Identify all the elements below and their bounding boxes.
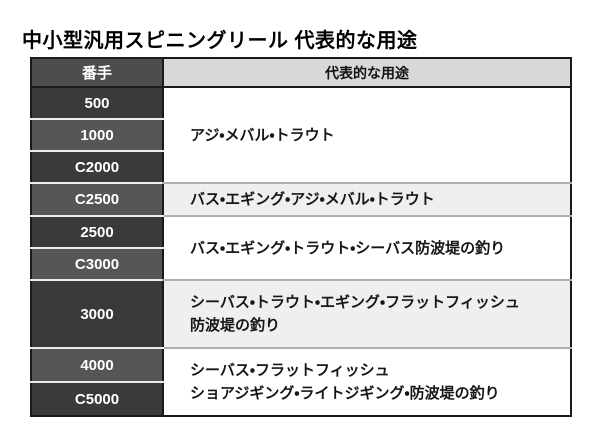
table-row: 2500 バス・エギング・トラウト・シーバス防波堤の釣り xyxy=(31,216,571,281)
usage-line: シーバス・トラウト・エギング・フラットフィッシュ xyxy=(190,294,520,311)
table-row: 3000 シーバス・トラウト・エギング・フラットフィッシュ 防波堤の釣り xyxy=(31,280,571,349)
table-row: 1000 xyxy=(31,119,571,152)
usage-column-header: 代表的な用途 xyxy=(163,58,571,88)
size-cell: C5000 xyxy=(31,382,164,416)
table-row: C2000 xyxy=(31,151,571,184)
usage-cell: シーバス・フラットフィッシュ ショアジギング・ライトジギング・防波堤の釣り xyxy=(163,348,571,416)
usage-cell: バス・エギング・トラウト・シーバス防波堤の釣り xyxy=(163,216,571,281)
page-title: 中小型汎用スピニングリール 代表的な用途 xyxy=(22,30,418,52)
table-row: C3000 xyxy=(31,248,571,281)
size-cell: 3000 xyxy=(31,280,164,349)
table-row: 500 アジ・メバル・トラウト xyxy=(31,87,571,184)
usage-line: ショアジギング・ライトジギング・防波堤の釣り xyxy=(190,385,500,402)
table-row: C5000 xyxy=(31,382,571,416)
size-column-header: 番手 xyxy=(31,58,164,88)
table-row: 4000 シーバス・フラットフィッシュ ショアジギング・ライトジギング・防波堤の… xyxy=(31,348,571,416)
size-cell: 4000 xyxy=(31,348,164,383)
size-cell: C3000 xyxy=(31,248,164,281)
usage-cell: バス・エギング・アジ・メバル・トラウト xyxy=(163,183,571,217)
size-cell: C2000 xyxy=(31,151,164,184)
size-cell: 2500 xyxy=(31,216,164,249)
size-cell: 1000 xyxy=(31,119,164,152)
usage-cell: シーバス・トラウト・エギング・フラットフィッシュ 防波堤の釣り xyxy=(163,280,571,349)
table-header-row: 番手 代表的な用途 xyxy=(31,58,571,88)
usage-line: シーバス・フラットフィッシュ xyxy=(190,362,390,379)
usage-line: 防波堤の釣り xyxy=(190,317,281,334)
usage-cell: アジ・メバル・トラウト xyxy=(163,87,571,184)
table-row: C2500 バス・エギング・アジ・メバル・トラウト xyxy=(31,183,571,217)
reel-size-table: 番手 代表的な用途 500 アジ・メバル・トラウト 1000 C2000 C25… xyxy=(30,57,572,417)
size-cell: 500 xyxy=(31,87,164,120)
size-cell: C2500 xyxy=(31,183,164,217)
